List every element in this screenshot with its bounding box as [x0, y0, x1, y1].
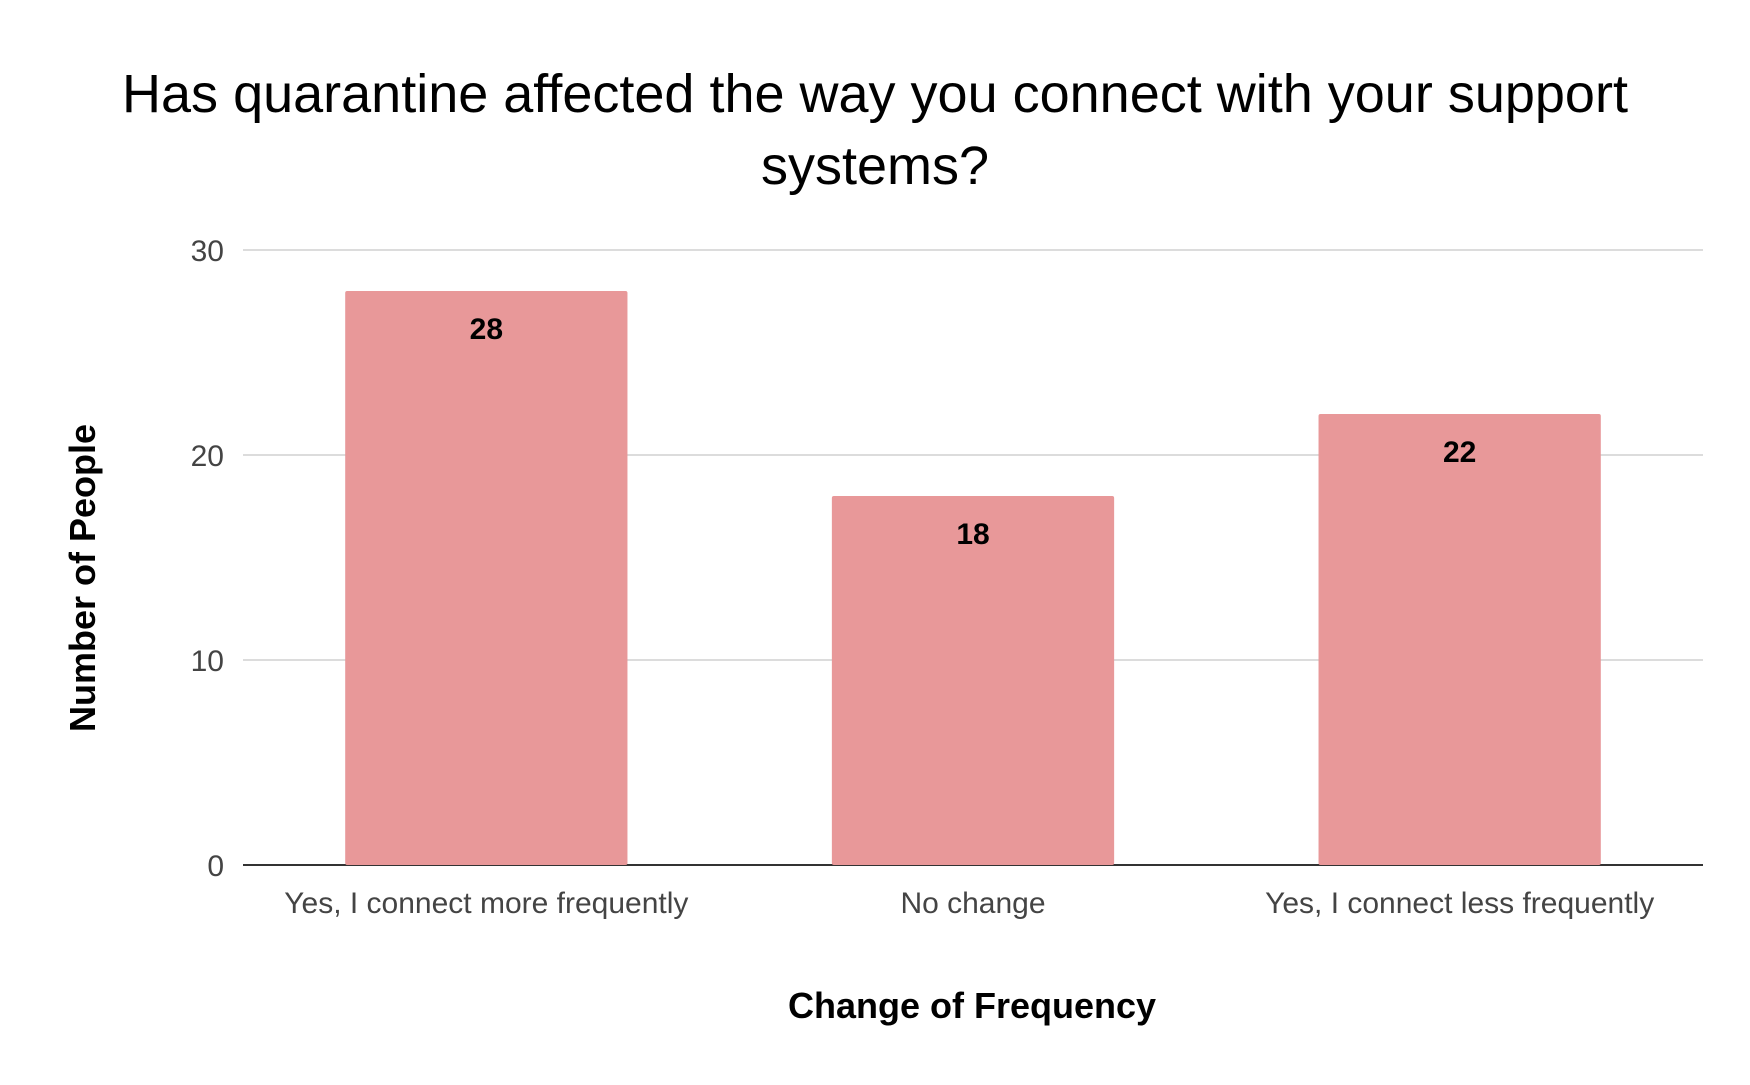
bar: [831, 496, 1115, 865]
bar: [345, 291, 628, 865]
data-label: 18: [956, 518, 989, 551]
data-label: 28: [470, 313, 503, 346]
data-label: 22: [1443, 436, 1476, 469]
x-axis-title: Change of Frequency: [788, 985, 1156, 1026]
bar: [1318, 414, 1601, 865]
x-tick-label: Yes, I connect less frequently: [1265, 887, 1654, 920]
y-tick-label: 20: [191, 440, 224, 473]
x-tick-label: No change: [900, 887, 1045, 920]
y-axis-title: Number of People: [62, 424, 103, 732]
chart-title: Has quarantine affected the way you conn…: [122, 64, 1628, 196]
y-tick-label: 0: [207, 850, 224, 883]
x-tick-label: Yes, I connect more frequently: [284, 887, 688, 920]
y-tick-label: 10: [191, 645, 224, 678]
y-tick-label: 30: [191, 235, 224, 268]
